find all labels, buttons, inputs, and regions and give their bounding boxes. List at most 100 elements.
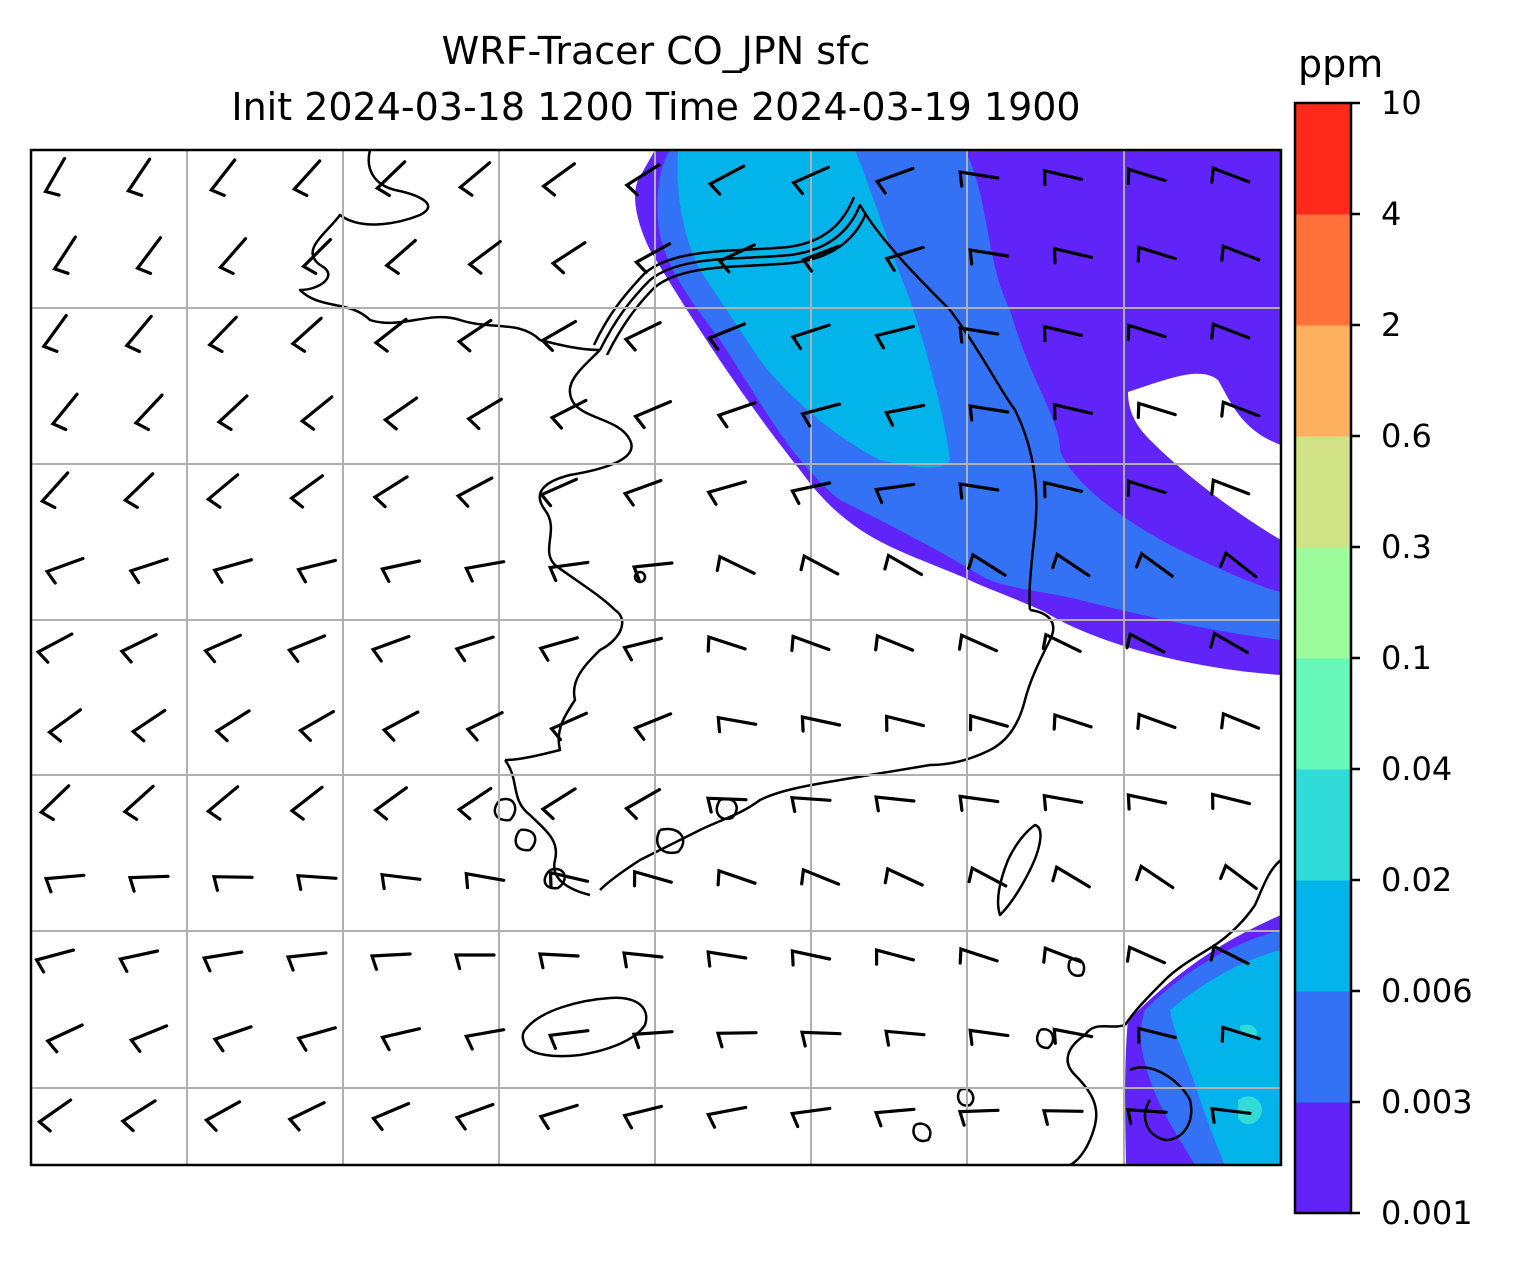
wind-barb xyxy=(370,1102,411,1132)
wind-barb xyxy=(118,949,160,973)
wind-barb xyxy=(467,240,502,275)
wind-barb xyxy=(297,709,336,742)
wind-barb xyxy=(122,472,155,509)
wind-barb xyxy=(35,632,74,664)
wind-barb xyxy=(1052,402,1094,421)
wind-barb xyxy=(624,163,661,197)
colorbar-band xyxy=(1295,103,1351,215)
jeju-island xyxy=(521,996,648,1058)
wind-barb xyxy=(1042,793,1084,812)
wind-barb xyxy=(1209,631,1250,655)
wind-barb xyxy=(538,952,580,970)
wind-barb xyxy=(454,1102,495,1131)
wind-barb xyxy=(968,404,1010,422)
colorbar-band xyxy=(1295,436,1351,548)
wind-barb xyxy=(800,714,842,733)
wind-barb xyxy=(1052,246,1094,265)
wind-barb xyxy=(717,243,756,274)
wind-barb xyxy=(216,394,249,431)
wind-barb xyxy=(465,711,504,742)
wind-barb xyxy=(44,556,85,585)
wind-barb xyxy=(374,160,407,197)
wind-barb xyxy=(1210,321,1251,340)
wind-barb xyxy=(1209,944,1250,966)
wind-barb xyxy=(540,787,577,821)
wind-barb xyxy=(46,708,82,743)
wind-barb xyxy=(464,871,506,890)
wind-barb xyxy=(1136,712,1177,730)
wind-barb xyxy=(463,560,506,583)
wind-barb xyxy=(549,398,588,430)
wind-barb xyxy=(706,950,748,968)
wind-barb xyxy=(706,480,747,506)
wind-barb xyxy=(791,165,830,196)
wind-barb xyxy=(1210,1106,1252,1125)
map-frame xyxy=(29,148,1283,1167)
wind-barb xyxy=(130,708,167,743)
wind-barb xyxy=(1219,863,1258,890)
colorbar-band xyxy=(1295,769,1351,881)
wind-barb xyxy=(716,715,758,734)
wind-barb xyxy=(380,872,422,891)
wind-barb xyxy=(1136,401,1177,419)
wind-barb xyxy=(1220,243,1261,262)
wind-barb xyxy=(958,794,1000,812)
kyushu-coast xyxy=(1066,859,1281,1165)
colorbar-band xyxy=(1295,658,1351,770)
wind-barb xyxy=(291,159,322,198)
wind-barb xyxy=(1220,399,1261,418)
colorbar-tick-label: 0.003 xyxy=(1381,1083,1473,1121)
wind-barb xyxy=(300,238,332,275)
wind-barb xyxy=(1210,792,1251,810)
wind-barb xyxy=(456,786,493,821)
tsushima-island xyxy=(996,823,1042,917)
wind-barb xyxy=(205,473,240,509)
wind-barb xyxy=(883,403,926,427)
wind-barb xyxy=(380,559,422,583)
wind-barb xyxy=(631,561,674,582)
wind-barb xyxy=(373,317,408,353)
wind-barb xyxy=(1041,632,1082,653)
wind-barb xyxy=(372,786,408,821)
wind-barb xyxy=(1126,479,1167,497)
colorbar-band xyxy=(1295,991,1351,1103)
wind-barb xyxy=(1220,1025,1261,1043)
colorbar-band xyxy=(1295,325,1351,437)
wind-barb xyxy=(1220,711,1261,730)
korea-islands xyxy=(493,797,738,890)
wind-barb xyxy=(205,785,240,821)
colorbar-tick-label: 4 xyxy=(1381,195,1402,233)
colorbar-band xyxy=(1295,880,1351,992)
wind-barb xyxy=(201,950,244,973)
wind-barb xyxy=(453,953,496,971)
wind-barb xyxy=(705,1105,748,1129)
wind-barb xyxy=(548,870,590,889)
wind-barb xyxy=(135,236,162,275)
wind-barb xyxy=(1052,1027,1094,1045)
border-double-b xyxy=(592,196,856,346)
wind-barb xyxy=(800,402,841,428)
colorbar-tick-label: 0.3 xyxy=(1381,528,1432,566)
wind-barb xyxy=(1042,945,1083,964)
colorbar-tick-label: 2 xyxy=(1381,306,1402,344)
wind-barb xyxy=(538,636,579,662)
wind-barb xyxy=(790,634,831,652)
wind-barb xyxy=(968,1028,1010,1046)
colorbar-tick-label: 0.006 xyxy=(1381,972,1473,1010)
wind-barb xyxy=(800,244,841,273)
wind-barb xyxy=(884,714,925,732)
wind-barb xyxy=(873,1107,916,1128)
colorbar-tick-label: 10 xyxy=(1381,84,1422,122)
wind-barb xyxy=(799,553,840,576)
wind-barb xyxy=(1042,480,1084,499)
wind-barb xyxy=(124,314,153,354)
wind-barb xyxy=(289,785,324,821)
wind-barb xyxy=(45,1023,84,1054)
wind-barb xyxy=(119,633,158,664)
wind-barb xyxy=(1126,167,1167,185)
wind-barb xyxy=(883,866,924,887)
wind-barb xyxy=(125,157,152,197)
wind-barb xyxy=(212,558,253,584)
wind-barb xyxy=(957,632,998,653)
